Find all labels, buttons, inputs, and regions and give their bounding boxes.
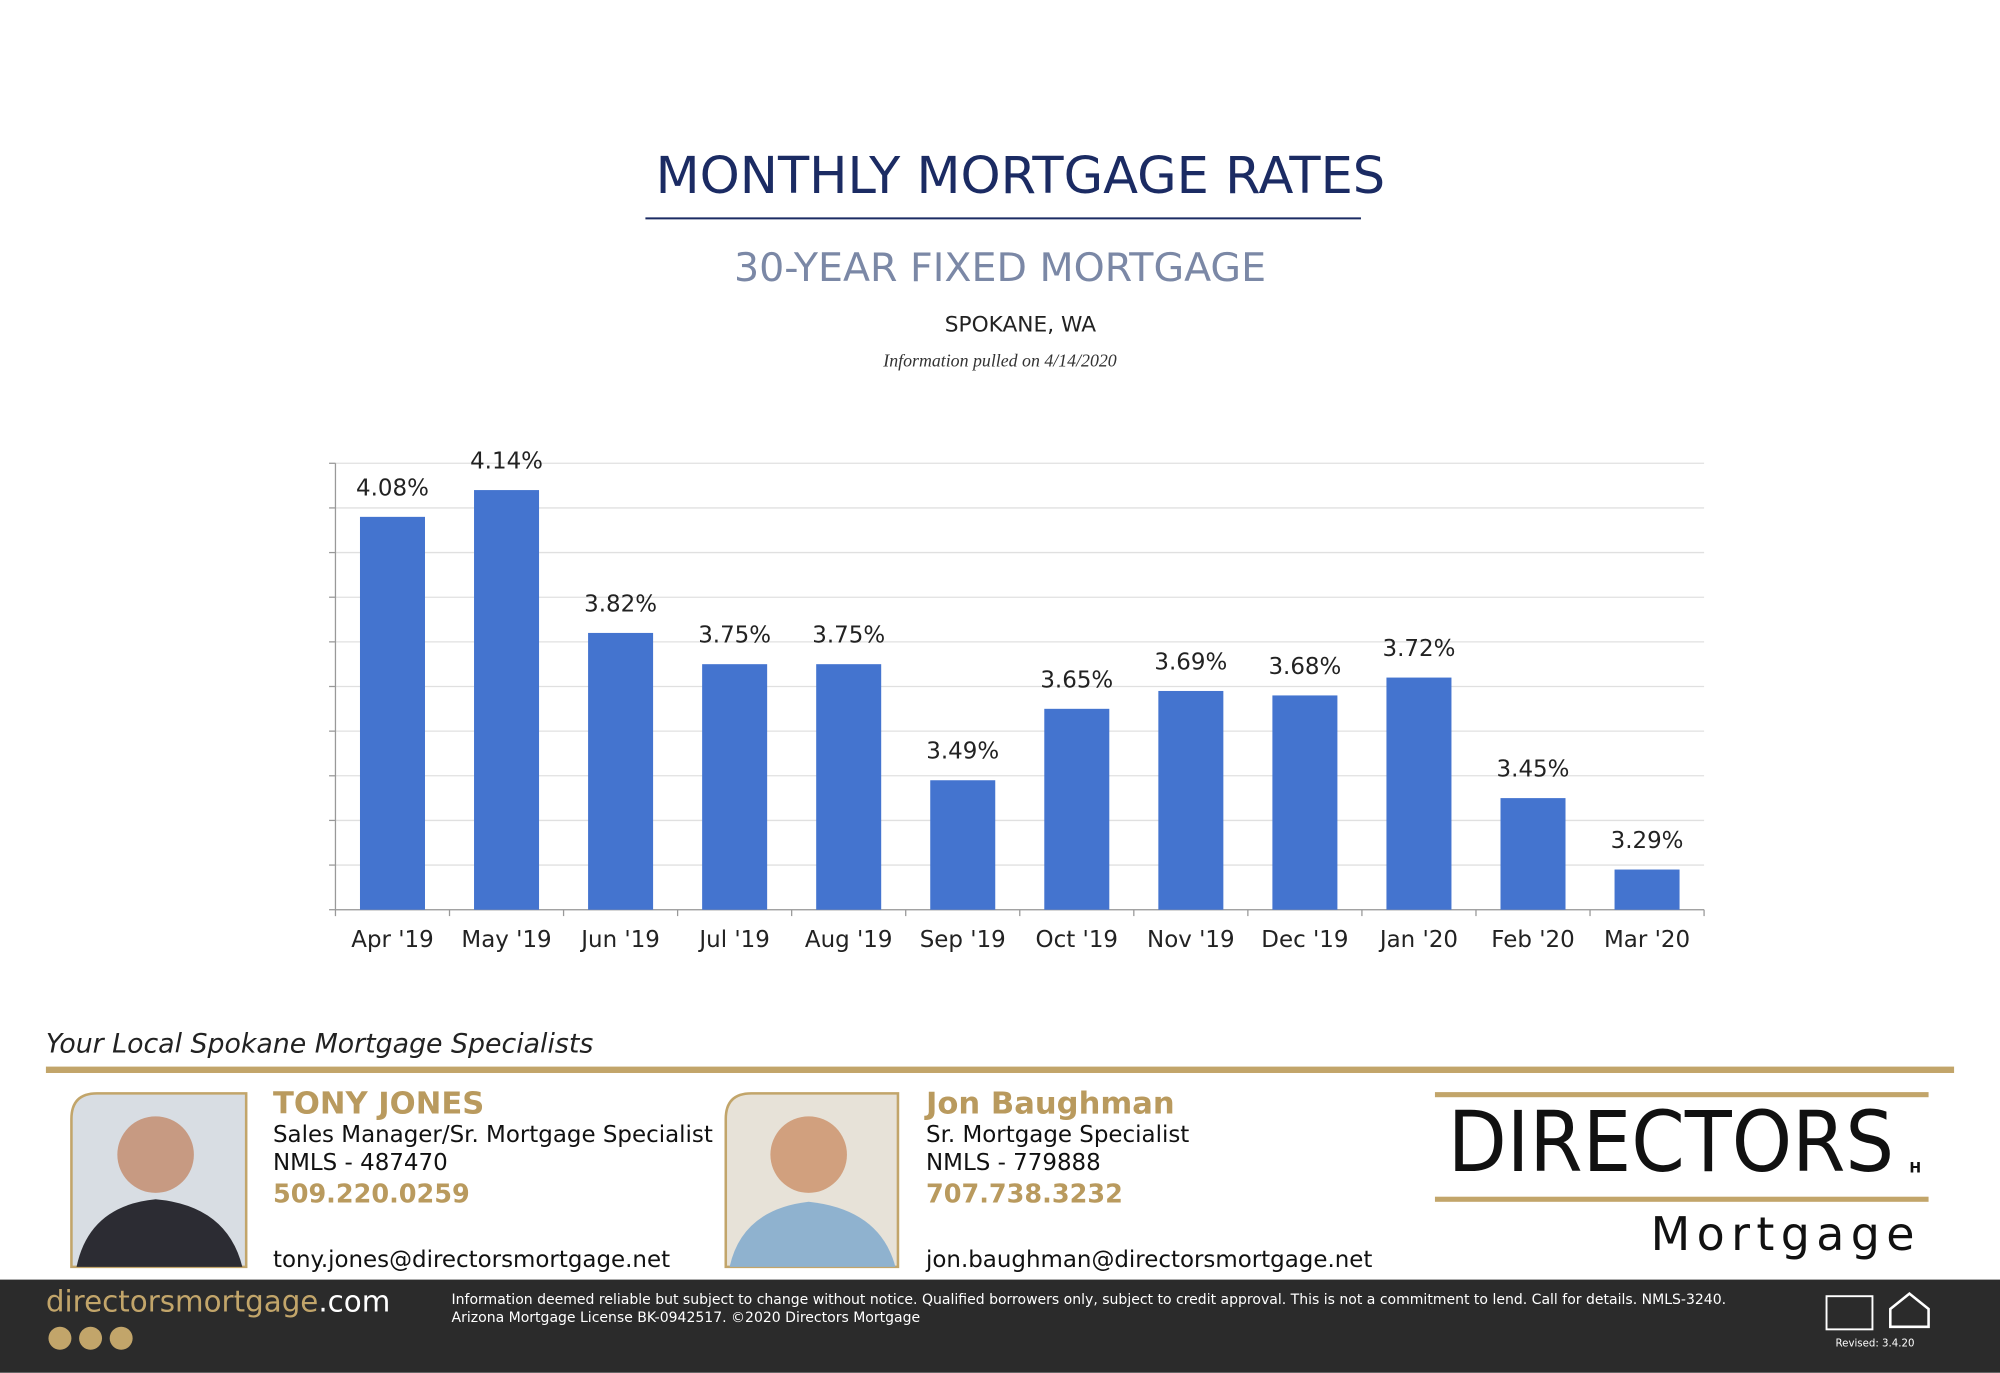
note: Information pulled on 4/14/2020 (882, 351, 1117, 371)
x-tick-label: Dec '19 (1261, 927, 1348, 953)
value-label: 3.49% (926, 739, 999, 765)
bar (930, 780, 996, 910)
social-icon[interactable] (79, 1326, 103, 1350)
x-tick-label: May '19 (461, 927, 551, 953)
contacts-heading: Your Local Spokane Mortgage Specialists (46, 1028, 593, 1059)
bar (359, 516, 425, 910)
logo-sub: Mortgage (1651, 1207, 1921, 1261)
bar (1158, 690, 1224, 910)
value-label: 3.75% (698, 623, 771, 649)
contact-email: tony.jones@directorsmortgage.net (273, 1247, 670, 1273)
bar (702, 664, 768, 910)
footer-bar (0, 1279, 2000, 1373)
bar (816, 664, 882, 910)
bar (474, 490, 540, 910)
value-label: 3.72% (1383, 636, 1456, 662)
value-label: 3.75% (812, 623, 885, 649)
x-tick-label: Mar '20 (1604, 927, 1690, 953)
location: SPOKANE, WA (945, 313, 1096, 338)
value-label: 3.45% (1497, 757, 1570, 783)
social-icon[interactable] (109, 1326, 133, 1350)
value-label: 3.65% (1040, 667, 1113, 693)
contact-name: TONY JONES (273, 1086, 484, 1121)
subtitle: 30-YEAR FIXED MORTGAGE (734, 245, 1266, 291)
value-label: 3.29% (1611, 828, 1684, 854)
gold-rule (45, 1066, 1955, 1073)
x-tick-label: Jul '19 (697, 927, 769, 953)
value-label: 3.69% (1154, 649, 1227, 675)
site: directorsmortgage.com (46, 1284, 390, 1318)
value-label: 3.82% (584, 591, 657, 617)
disclaimer: Information deemed reliable but subject … (452, 1292, 1727, 1308)
photo-face (117, 1116, 194, 1193)
x-tick-label: Oct '19 (1036, 927, 1118, 953)
title: MONTHLY MORTGAGE RATES (656, 147, 1386, 206)
site-tld: .com (318, 1284, 390, 1318)
contact-nmls: NMLS - 487470 (273, 1150, 448, 1176)
logo-rule (1434, 1196, 1929, 1202)
contact-email: jon.baughman@directorsmortgage.net (925, 1247, 1372, 1273)
contact-phone: 509.220.0259 (273, 1179, 470, 1209)
value-label: 4.14% (470, 449, 543, 475)
contact-role: Sales Manager/Sr. Mortgage Specialist (273, 1122, 713, 1148)
x-tick-label: Nov '19 (1147, 927, 1235, 953)
bar (588, 632, 654, 910)
contact-role: Sr. Mortgage Specialist (926, 1122, 1189, 1148)
value-label: 4.08% (356, 475, 429, 501)
social-icon[interactable] (48, 1326, 72, 1350)
bar (1614, 869, 1680, 910)
badge (1889, 1292, 1930, 1329)
photo-body (76, 1199, 243, 1267)
x-tick-label: Aug '19 (805, 927, 893, 953)
contact-name: Jon Baughman (924, 1086, 1175, 1121)
x-tick-label: Apr '19 (351, 927, 433, 953)
x-tick-label: Feb '20 (1491, 927, 1574, 953)
photo-face (770, 1116, 847, 1193)
photo-body (729, 1201, 896, 1267)
disclaimer: Arizona Mortgage License BK-0942517. ©20… (452, 1310, 921, 1326)
bar (1500, 798, 1566, 910)
logo-name: DIRECTORS (1448, 1093, 1894, 1191)
bar (1044, 708, 1110, 910)
value-label: 3.68% (1268, 654, 1341, 680)
logo-rule (1434, 1092, 1929, 1098)
bar (1386, 677, 1452, 910)
contact-phone: 707.738.3232 (926, 1179, 1123, 1209)
logo-mark: H (1909, 1161, 1921, 1177)
revised: Revised: 3.4.20 (1836, 1338, 1915, 1349)
chart: Apr '19 4.08% May '19 4.14% Jun '19 3.82% Jul … (329, 449, 1705, 953)
contact-nmls: NMLS - 779888 (926, 1150, 1101, 1176)
site-name: directorsmortgage (46, 1284, 318, 1318)
badge (1825, 1295, 1874, 1331)
x-tick-label: Jan '20 (1378, 927, 1458, 953)
x-tick-label: Jun '19 (579, 927, 660, 953)
x-tick-label: Sep '19 (920, 927, 1006, 953)
bar (1272, 695, 1338, 910)
